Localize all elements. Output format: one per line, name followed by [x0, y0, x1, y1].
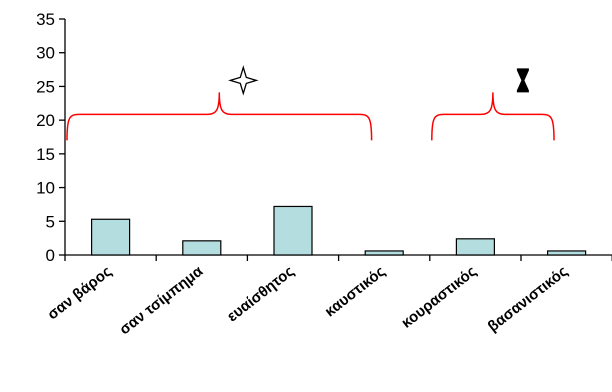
bars-group: [92, 206, 586, 255]
y-tick-label: 15: [36, 145, 55, 164]
x-category-label: καυστικός: [322, 263, 389, 321]
x-category-label: ευαίσθητος: [224, 263, 298, 326]
x-category-label: σαν βάρος: [44, 263, 115, 324]
category-labels: σαν βάρος σαν τσίμπημα ευαίσθητος καυστικός…: [44, 262, 571, 338]
bar: [548, 251, 586, 255]
x-category-label: βασανιστικός: [485, 263, 572, 336]
y-tick-label: 30: [36, 44, 55, 63]
y-tick-label: 25: [36, 77, 55, 96]
y-tick-label: 20: [36, 111, 55, 130]
bar: [456, 239, 494, 255]
brace: [67, 92, 372, 140]
hourglass-icon: [517, 68, 529, 92]
y-tick-label: 35: [36, 10, 55, 29]
y-tick-label: 5: [46, 212, 55, 231]
bar: [92, 219, 130, 255]
y-tick-label: 10: [36, 179, 55, 198]
annotations-group: [67, 67, 554, 140]
y-tick-label: 0: [46, 246, 55, 265]
brace: [432, 92, 554, 140]
bar: [365, 251, 403, 255]
x-category-label: σαν τσίμπημα: [116, 262, 207, 338]
four-point-star-icon: [230, 67, 256, 93]
bar: [274, 206, 312, 255]
bar: [183, 241, 221, 255]
x-category-label: κουραστικός: [398, 263, 480, 332]
